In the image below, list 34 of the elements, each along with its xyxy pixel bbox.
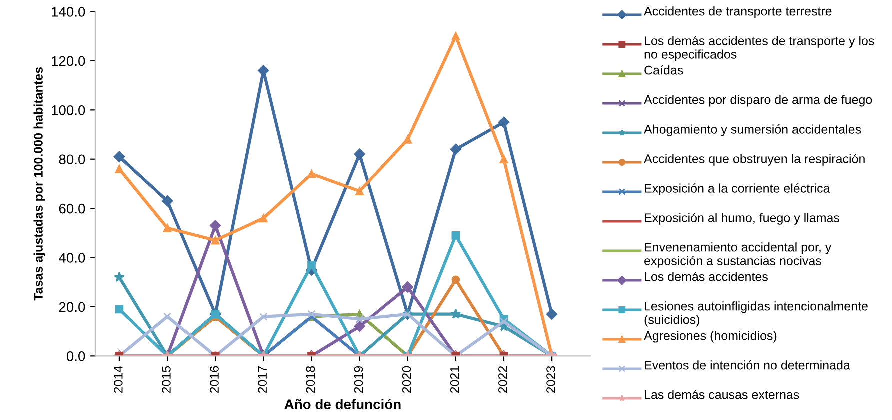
legend-label: Exposición a la corriente eléctrica [645,184,830,196]
x-tick-label: 2019 [354,366,364,394]
legend-label: Envenenamiento accidental por, y exposición a sustancias nocivas [644,242,832,268]
x-axis-title: Año de defunción [284,399,401,410]
y-tick-label: 140.0 [52,7,86,17]
legend-label: Caídas [644,65,684,75]
legend-label: Accidentes por disparo de arma de fuego [644,95,872,107]
x-tick-label: 2023 [546,366,556,394]
x-tick-label: 2016 [210,366,219,394]
y-tick-label: 0.0 [66,351,86,362]
legend-label: Accidentes de transporte terrestre [644,6,832,18]
x-tick-label: 2015 [162,366,171,394]
x-tick-label: 2018 [306,366,316,394]
legend-label: Agresiones (homicidios) [644,331,777,343]
y-axis-title: Tasas ajustadas por 100.000 habitantes [34,68,46,301]
legend-label: Ahogamiento y sumersión accidentales [644,124,862,136]
x-tick-label: 2022 [498,366,508,394]
x-tick-label: 2020 [402,366,412,394]
y-tick-label: 120.0 [52,56,86,66]
legend-label: Las demás causas externas [645,390,800,400]
y-tick-label: 40.0 [59,253,86,263]
x-tick-label: 2014 [114,366,123,394]
x-tick-label: 2021 [450,366,460,394]
y-tick-label: 60.0 [59,204,86,214]
x-tick-label: 2017 [258,366,268,394]
legend-label: Los demás accidentes de transporte y los no especificados [644,36,874,62]
y-tick-label: 80.0 [59,154,86,165]
legend-label: Lesiones autoinfligidas intencionalmente (suicidios) [644,302,868,327]
legend-label: Exposición al humo, fuego y llamas [645,213,840,225]
legend-label: Eventos de intención no determinada [645,360,850,370]
y-tick-label: 100.0 [52,105,86,116]
y-tick-label: 20.0 [59,302,86,312]
legend-label: Los demás accidentes [645,272,768,282]
legend-label: Accidentes que obstruyen la respiración [644,154,865,166]
